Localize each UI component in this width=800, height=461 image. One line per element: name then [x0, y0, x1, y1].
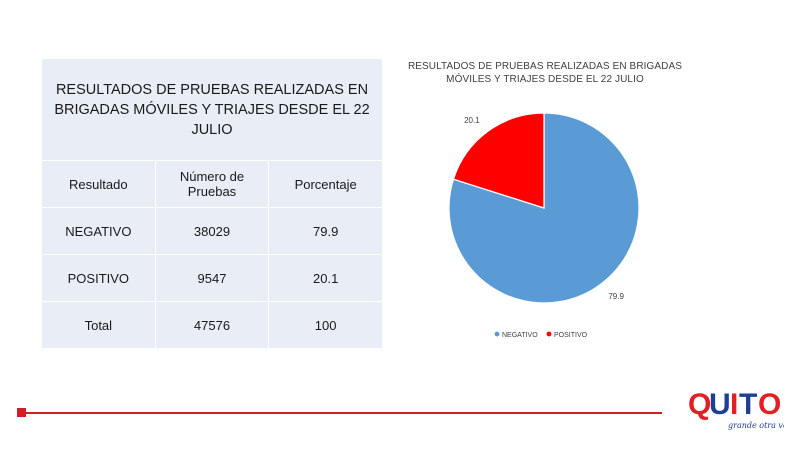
footer-line — [24, 412, 662, 414]
results-table: RESULTADOS DE PRUEBAS REALIZADAS EN BRIG… — [41, 58, 383, 349]
table-header-row: Resultado Número de Pruebas Porcentaje — [41, 160, 383, 208]
header-numero-pruebas: Número de Pruebas — [154, 160, 270, 208]
table-row: Total 47576 100 — [41, 301, 383, 349]
cell-porcentaje: 100 — [268, 301, 383, 349]
header-porcentaje: Porcentaje — [268, 160, 383, 208]
data-label-negativo: 79.9 — [608, 292, 624, 301]
cell-porcentaje: 20.1 — [268, 254, 383, 302]
legend-label-negativo: NEGATIVO — [502, 332, 538, 339]
quito-logo: Q U I T O grande otra vez — [688, 388, 784, 430]
data-label-positivo: 20.1 — [464, 116, 480, 125]
chart-title: RESULTADOS DE PRUEBAS REALIZADAS EN BRIG… — [407, 61, 683, 85]
logo-letter-i: I — [730, 388, 738, 421]
table-title: RESULTADOS DE PRUEBAS REALIZADAS EN BRIG… — [41, 58, 383, 161]
footer-square — [17, 408, 26, 417]
cell-resultado: Total — [41, 301, 156, 349]
legend-marker-negativo — [494, 331, 500, 337]
logo-letter-o: O — [758, 388, 781, 421]
logo-letter-t: T — [739, 388, 757, 421]
logo-tagline: grande otra vez — [728, 421, 784, 430]
legend-label-positivo: POSITIVO — [554, 332, 588, 339]
logo-letter-u: U — [709, 388, 731, 421]
legend-marker-positivo — [546, 331, 552, 337]
table-row: POSITIVO 9547 20.1 — [41, 254, 383, 302]
cell-resultado: NEGATIVO — [41, 207, 156, 255]
logo-letter-q: Q — [688, 388, 711, 421]
header-resultado: Resultado — [41, 160, 156, 208]
pie-slice-positivo — [452, 112, 545, 209]
cell-numero: 9547 — [154, 254, 270, 302]
